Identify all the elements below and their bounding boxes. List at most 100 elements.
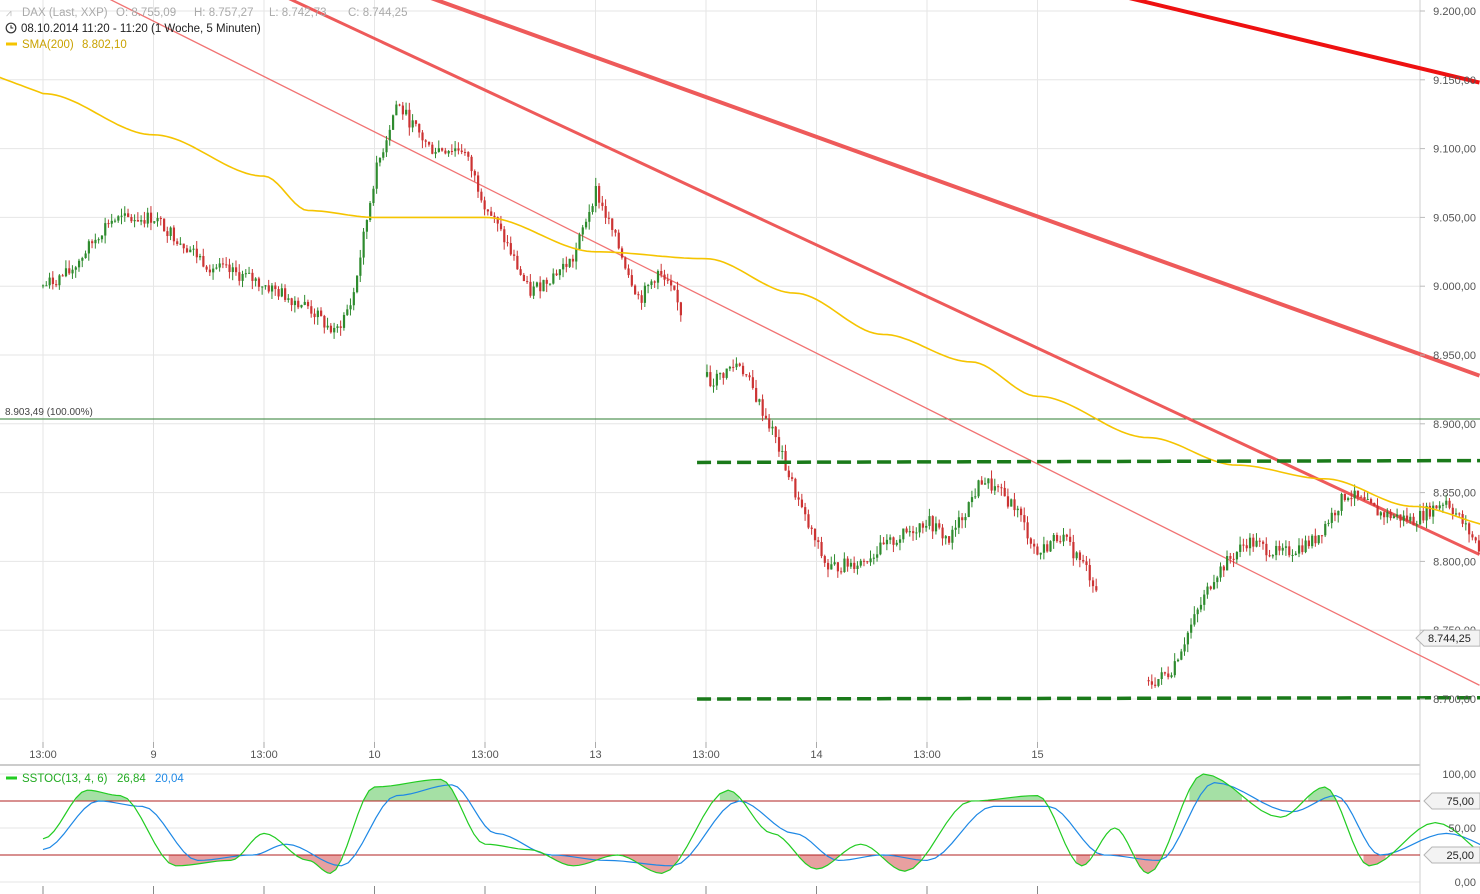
candle-body <box>1311 535 1314 547</box>
candle-body <box>797 497 800 500</box>
candle-body <box>849 562 853 567</box>
candle-body <box>244 273 247 275</box>
candle-body <box>424 140 427 142</box>
candle-body <box>1435 505 1438 509</box>
candle-body <box>578 234 581 250</box>
candle-body <box>1019 508 1023 516</box>
candle-body <box>1419 510 1422 525</box>
candle-body <box>300 304 303 308</box>
candle-body <box>709 372 712 387</box>
candle-body <box>1006 496 1010 507</box>
candle-body <box>1010 499 1013 507</box>
candle-body <box>804 507 807 515</box>
candle-body <box>1278 545 1281 551</box>
candle-body <box>1072 541 1075 559</box>
low-value: L: 8.742,73 <box>269 7 327 19</box>
candle-body <box>1432 505 1435 517</box>
trendline-medium[interactable] <box>65 0 1480 556</box>
candle-body <box>163 218 166 232</box>
candle-body <box>205 266 208 270</box>
candle-body <box>1065 534 1068 537</box>
candle-body <box>830 564 833 570</box>
candle-body <box>768 418 771 429</box>
candle-body <box>1039 552 1042 555</box>
candle-body <box>490 211 493 216</box>
candle-body <box>905 528 908 533</box>
candle-body <box>313 313 316 318</box>
candle-body <box>669 280 673 286</box>
candle-body <box>71 269 74 274</box>
candle-body <box>983 483 987 485</box>
trendline-top[interactable] <box>1126 0 1480 85</box>
candle-body <box>192 248 195 250</box>
candle-body <box>1297 545 1301 554</box>
candle-body <box>879 542 882 555</box>
candle-body <box>503 229 506 243</box>
candle-body <box>156 218 159 222</box>
trendlines[interactable] <box>0 0 1480 686</box>
resistance-line[interactable] <box>697 458 1480 465</box>
candle-body <box>980 480 983 485</box>
channel-lines[interactable] <box>697 458 1480 701</box>
candle-body <box>774 426 777 438</box>
trendline-thin[interactable] <box>0 0 1480 686</box>
support-line[interactable] <box>697 695 1480 701</box>
candle-body <box>967 502 970 518</box>
candle-body <box>55 284 58 286</box>
candle-body <box>977 480 980 497</box>
candle-body <box>705 372 709 377</box>
sma-200-line[interactable] <box>0 76 1480 564</box>
candle-body <box>653 281 656 283</box>
stoch-d-line[interactable] <box>42 781 1480 867</box>
candle-body <box>310 306 313 314</box>
candle-body <box>195 248 198 258</box>
candle-body <box>506 242 509 244</box>
candle-body <box>526 281 529 283</box>
candle-body <box>457 148 460 151</box>
candle-body <box>372 188 375 204</box>
candle-body <box>1176 659 1180 662</box>
candle-body <box>1193 614 1196 625</box>
candle-body <box>1203 594 1206 605</box>
time-tick-label: 13:00 <box>913 749 941 761</box>
trendline-upper[interactable] <box>352 0 1480 378</box>
candle-body <box>1471 534 1474 538</box>
open-value: O: 8.755,09 <box>116 7 176 19</box>
price-tick-label: 9.000,00 <box>1433 281 1476 293</box>
candlestick-series <box>42 100 1480 689</box>
candle-body <box>558 269 561 276</box>
candle-body <box>182 243 185 249</box>
candle-body <box>997 486 1000 488</box>
candle-body <box>938 523 941 528</box>
candle-body <box>712 385 715 387</box>
candle-body <box>866 561 869 563</box>
price-tick-label: 9.200,00 <box>1433 6 1476 18</box>
candle-body <box>1474 537 1477 541</box>
candle-body <box>51 277 55 285</box>
candle-body <box>679 302 683 316</box>
candle-body <box>133 220 136 222</box>
stoch-time-ticks <box>42 886 1038 894</box>
candle-body <box>447 150 450 154</box>
candle-body <box>1301 545 1304 553</box>
candle-body <box>297 300 300 308</box>
candle-body <box>1239 544 1242 552</box>
stoch-k-line[interactable] <box>42 773 1480 875</box>
candle-body <box>251 272 254 281</box>
candle-body <box>738 363 741 366</box>
candle-body <box>303 301 306 305</box>
stoch-d-value: 20,04 <box>155 773 184 785</box>
candle-body <box>771 426 774 429</box>
candle-body <box>401 105 404 115</box>
candle-body <box>375 162 378 189</box>
candle-body <box>359 257 362 276</box>
candle-body <box>1451 507 1454 515</box>
candle-body <box>208 269 212 273</box>
candle-body <box>369 203 372 221</box>
candle-body <box>1029 538 1032 544</box>
candle-body <box>637 294 640 296</box>
candle-body <box>1170 675 1173 678</box>
candle-body <box>64 268 68 277</box>
candle-body <box>859 560 862 566</box>
